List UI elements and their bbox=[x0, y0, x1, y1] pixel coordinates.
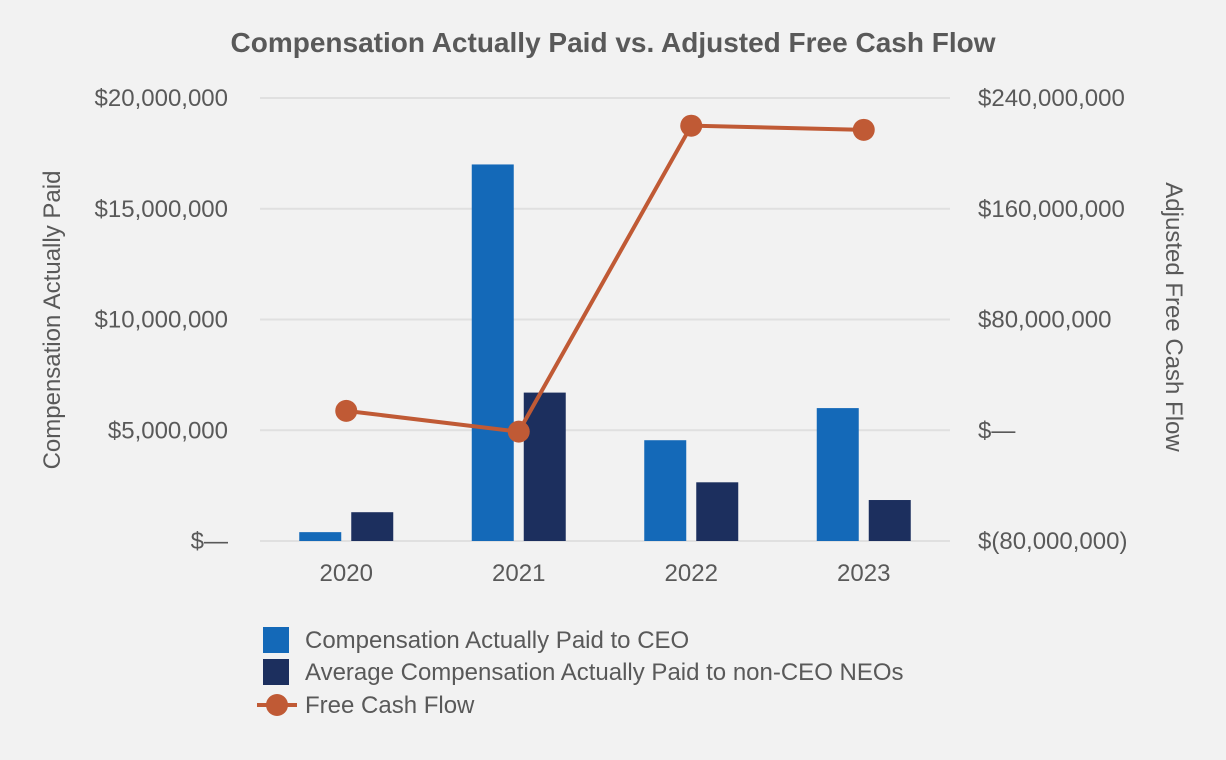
legend-swatch bbox=[263, 659, 289, 685]
neo-bar-2022 bbox=[696, 482, 739, 541]
legend-label: Free Cash Flow bbox=[305, 692, 475, 719]
legend-label: Compensation Actually Paid to CEO bbox=[305, 627, 689, 654]
ceo-bar-2022 bbox=[644, 440, 687, 541]
free-cash-flow-polyline bbox=[346, 123, 864, 434]
x-tick-label: 2020 bbox=[320, 560, 373, 587]
left-tick-label: $— bbox=[191, 528, 228, 555]
ceo-bar-2023 bbox=[816, 408, 859, 541]
left-axis-ticks: $— $5,000,000 $10,000,000 $15,000,000 $20,00… bbox=[95, 85, 228, 555]
right-axis-label: Adjusted Free Cash Flow bbox=[1160, 182, 1187, 452]
right-tick-label: $80,000,000 bbox=[978, 307, 1111, 334]
legend-marker bbox=[266, 694, 288, 716]
free-cash-flow-line bbox=[335, 114, 875, 443]
left-tick-label: $20,000,000 bbox=[95, 85, 228, 112]
x-tick-label: 2022 bbox=[665, 560, 718, 587]
ceo-bar-2020 bbox=[299, 532, 342, 541]
right-tick-label: $240,000,000 bbox=[978, 85, 1125, 112]
neo-bar-2021 bbox=[523, 392, 566, 541]
left-tick-label: $15,000,000 bbox=[95, 196, 228, 223]
legend-label: Average Compensation Actually Paid to no… bbox=[305, 659, 904, 686]
x-tick-label: 2023 bbox=[837, 560, 890, 587]
free-cash-flow-point-2020 bbox=[335, 399, 358, 422]
left-axis-label: Compensation Actually Paid bbox=[39, 171, 66, 470]
chart-title: Compensation Actually Paid vs. Adjusted … bbox=[231, 27, 996, 58]
free-cash-flow-point-2023 bbox=[852, 118, 875, 141]
neo-bar-2020 bbox=[351, 512, 394, 541]
neo-bar-2023 bbox=[868, 500, 911, 541]
x-axis-ticks: 2020 2021 2022 2023 bbox=[320, 560, 891, 587]
legend-swatch bbox=[263, 627, 289, 653]
left-tick-label: $10,000,000 bbox=[95, 307, 228, 334]
free-cash-flow-point-2022 bbox=[680, 114, 703, 137]
bars bbox=[299, 164, 911, 541]
left-tick-label: $5,000,000 bbox=[108, 417, 228, 444]
ceo-bar-2021 bbox=[471, 164, 514, 541]
right-axis-ticks: $(80,000,000) $— $80,000,000 $160,000,000 $2… bbox=[978, 85, 1127, 555]
right-tick-label: $160,000,000 bbox=[978, 196, 1125, 223]
x-tick-label: 2021 bbox=[492, 560, 545, 587]
free-cash-flow-point-2021 bbox=[507, 420, 530, 443]
right-tick-label: $— bbox=[978, 417, 1015, 444]
right-tick-label: $(80,000,000) bbox=[978, 528, 1127, 555]
legend: Compensation Actually Paid to CEO Average… bbox=[257, 627, 904, 719]
